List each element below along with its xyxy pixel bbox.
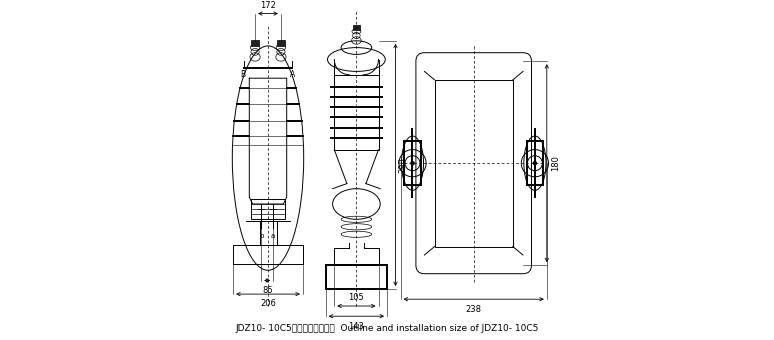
Text: A: A [290, 70, 296, 79]
Bar [353, 25, 360, 30]
Text: 143: 143 [348, 322, 365, 331]
Text: 298: 298 [398, 157, 407, 173]
Bar [434, 80, 513, 246]
Bar [252, 40, 259, 46]
Text: B: B [240, 70, 245, 79]
Bar [233, 245, 303, 264]
Text: 206: 206 [260, 299, 276, 308]
Text: 180: 180 [551, 155, 560, 171]
Text: 85: 85 [262, 286, 272, 294]
Text: 238: 238 [466, 305, 481, 314]
Text: b: b [259, 233, 263, 239]
Circle shape [410, 161, 415, 165]
Bar [277, 40, 285, 46]
Circle shape [533, 161, 537, 165]
Text: 105: 105 [348, 293, 365, 302]
Bar [326, 265, 387, 289]
Text: a: a [271, 233, 276, 239]
Bar [251, 199, 285, 219]
Text: JDZ10- 10C5外形及安装尺圠图  Outline and installation size of JDZ10- 10C5: JDZ10- 10C5外形及安装尺圠图 Outline and installa… [235, 324, 539, 333]
Text: 172: 172 [260, 1, 276, 10]
